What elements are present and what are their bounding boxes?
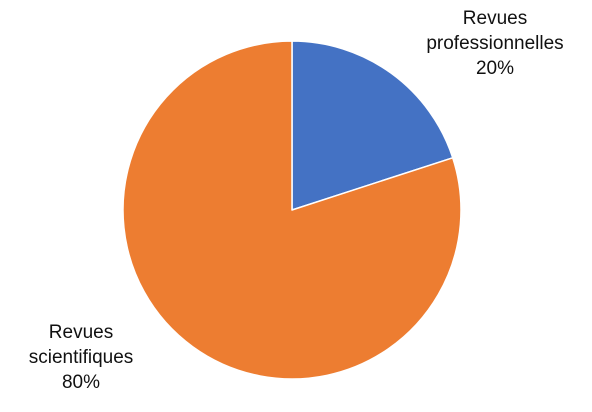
slice-value-label: 80% [61, 372, 101, 393]
slice-label-line: scientifiques [28, 347, 134, 368]
slice-label-line: Revues [462, 8, 528, 29]
pie-slice-scientifiques [122, 40, 462, 380]
slice-label-scientifiques: Revues scientifiques 80% [0, 320, 162, 395]
slice-label-professionnelles: Revues professionnelles 20% [400, 6, 590, 81]
slice-value-label: 20% [475, 58, 515, 79]
slice-label-line: professionnelles [426, 33, 564, 54]
slice-label-line: Revues [48, 322, 114, 343]
pie-slice-professionnelles [291, 40, 454, 211]
